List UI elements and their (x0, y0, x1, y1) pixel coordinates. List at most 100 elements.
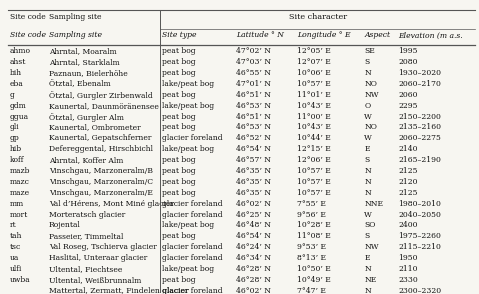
Text: 47°01’ N: 47°01’ N (236, 80, 271, 88)
Text: peat bog: peat bog (162, 69, 196, 77)
Text: Ötztal, Gurgler Zirbenwald: Ötztal, Gurgler Zirbenwald (49, 91, 152, 100)
Text: SO: SO (365, 221, 376, 229)
Text: 46°35’ N: 46°35’ N (236, 167, 271, 175)
Text: 1975–2260: 1975–2260 (398, 232, 441, 240)
Text: W: W (365, 134, 372, 142)
Text: 46°02’ N: 46°02’ N (236, 287, 271, 294)
Text: 2300–2320: 2300–2320 (398, 287, 441, 294)
Text: S: S (365, 232, 370, 240)
Text: 2295: 2295 (398, 102, 418, 110)
Text: 47°03’ N: 47°03’ N (236, 58, 271, 66)
Text: 8°13’ E: 8°13’ E (297, 254, 326, 262)
Text: 10°57’ E: 10°57’ E (297, 189, 331, 197)
Text: rt: rt (10, 221, 17, 229)
Text: W: W (365, 211, 372, 218)
Text: ulfi: ulfi (10, 265, 23, 273)
Text: 11°08’ E: 11°08’ E (297, 232, 331, 240)
Text: 2150–2200: 2150–2200 (398, 113, 441, 121)
Text: 12°07’ E: 12°07’ E (297, 58, 331, 66)
Text: Haslital, Unteraar glacier: Haslital, Unteraar glacier (49, 254, 147, 262)
Text: 1950: 1950 (398, 254, 418, 262)
Text: peat bog: peat bog (162, 91, 196, 99)
Text: glacier foreland: glacier foreland (162, 287, 223, 294)
Text: 7°47’ E: 7°47’ E (297, 287, 326, 294)
Text: 2125: 2125 (398, 189, 418, 197)
Text: Site code: Site code (10, 13, 46, 21)
Text: 10°57’ E: 10°57’ E (297, 80, 331, 88)
Text: 10°57’ E: 10°57’ E (297, 167, 331, 175)
Text: 2120: 2120 (398, 178, 418, 186)
Text: lake/peat bog: lake/peat bog (162, 102, 215, 110)
Text: Sampling site: Sampling site (49, 13, 101, 21)
Text: SE: SE (365, 47, 375, 55)
Text: E: E (365, 254, 370, 262)
Text: maze: maze (10, 189, 30, 197)
Text: peat bog: peat bog (162, 123, 196, 131)
Text: Rojental: Rojental (49, 221, 80, 229)
Text: bih: bih (10, 69, 22, 77)
Text: Kaunertal, Daunmöränensee: Kaunertal, Daunmöränensee (49, 102, 159, 110)
Text: lake/peat bog: lake/peat bog (162, 80, 215, 88)
Text: N: N (365, 287, 371, 294)
Text: lake/peat bog: lake/peat bog (162, 221, 215, 229)
Text: 9°56’ E: 9°56’ E (297, 211, 326, 218)
Text: O: O (365, 102, 371, 110)
Text: Paznaun, Bielerhöhe: Paznaun, Bielerhöhe (49, 69, 127, 77)
Text: 46°25’ N: 46°25’ N (236, 211, 271, 218)
Text: 2125: 2125 (398, 167, 418, 175)
Text: 46°28’ N: 46°28’ N (236, 276, 271, 284)
Text: mazb: mazb (10, 167, 31, 175)
Text: 2165–2190: 2165–2190 (398, 156, 441, 164)
Text: 2080: 2080 (398, 58, 418, 66)
Text: 2135–2160: 2135–2160 (398, 123, 441, 131)
Text: 7°55’ E: 7°55’ E (297, 200, 326, 208)
Text: Val Roseg, Tschierva glacier: Val Roseg, Tschierva glacier (49, 243, 157, 251)
Text: 1980–2010: 1980–2010 (398, 200, 441, 208)
Text: Ultental, Weißbrunnalm: Ultental, Weißbrunnalm (49, 276, 141, 284)
Text: peat bog: peat bog (162, 156, 196, 164)
Text: NE: NE (365, 276, 376, 284)
Text: 2060: 2060 (398, 91, 418, 99)
Text: NW: NW (365, 91, 379, 99)
Text: 2115–2210: 2115–2210 (398, 243, 441, 251)
Text: Mattertal, Zermatt, Findelen glacier: Mattertal, Zermatt, Findelen glacier (49, 287, 188, 294)
Text: 10°28’ E: 10°28’ E (297, 221, 331, 229)
Text: peat bog: peat bog (162, 189, 196, 197)
Text: g: g (10, 91, 15, 99)
Text: S: S (365, 58, 370, 66)
Text: Elevation (m a.s.: Elevation (m a.s. (398, 31, 463, 39)
Text: peat bog: peat bog (162, 113, 196, 121)
Text: Sampling site: Sampling site (49, 31, 102, 39)
Text: 46°51’ N: 46°51’ N (236, 113, 271, 121)
Text: Site type: Site type (162, 31, 197, 39)
Text: Kaunertal, Gepatschferner: Kaunertal, Gepatschferner (49, 134, 151, 142)
Text: 11°01’ E: 11°01’ E (297, 91, 331, 99)
Text: peat bog: peat bog (162, 276, 196, 284)
Text: 2330: 2330 (398, 276, 418, 284)
Text: Ultental, Fiechtsee: Ultental, Fiechtsee (49, 265, 122, 273)
Text: 12°06’ E: 12°06’ E (297, 156, 331, 164)
Text: 10°43’ E: 10°43’ E (297, 123, 331, 131)
Text: 46°54’ N: 46°54’ N (236, 145, 271, 153)
Text: peat bog: peat bog (162, 178, 196, 186)
Text: 46°24’ N: 46°24’ N (236, 243, 271, 251)
Text: 10°49’ E: 10°49’ E (297, 276, 331, 284)
Text: koff: koff (10, 156, 24, 164)
Text: Vinschgau, Marzoneralm/E: Vinschgau, Marzoneralm/E (49, 189, 153, 197)
Text: 46°34’ N: 46°34’ N (236, 254, 271, 262)
Text: 46°53’ N: 46°53’ N (236, 102, 271, 110)
Text: Morteratsch glacier: Morteratsch glacier (49, 211, 125, 218)
Text: E: E (365, 145, 370, 153)
Text: glacier foreland: glacier foreland (162, 254, 223, 262)
Text: Val d’Hérens, Mont Miné glacier: Val d’Hérens, Mont Miné glacier (49, 200, 173, 208)
Text: glacier foreland: glacier foreland (162, 134, 223, 142)
Text: 12°05’ E: 12°05’ E (297, 47, 331, 55)
Text: Site character: Site character (288, 13, 347, 21)
Text: Ahrntal, Koffer Alm: Ahrntal, Koffer Alm (49, 156, 123, 164)
Text: gli: gli (10, 123, 20, 131)
Text: gdm: gdm (10, 102, 27, 110)
Text: 11°00’ E: 11°00’ E (297, 113, 331, 121)
Text: mort: mort (10, 211, 28, 218)
Text: 1930–2020: 1930–2020 (398, 69, 441, 77)
Text: tsc: tsc (10, 243, 21, 251)
